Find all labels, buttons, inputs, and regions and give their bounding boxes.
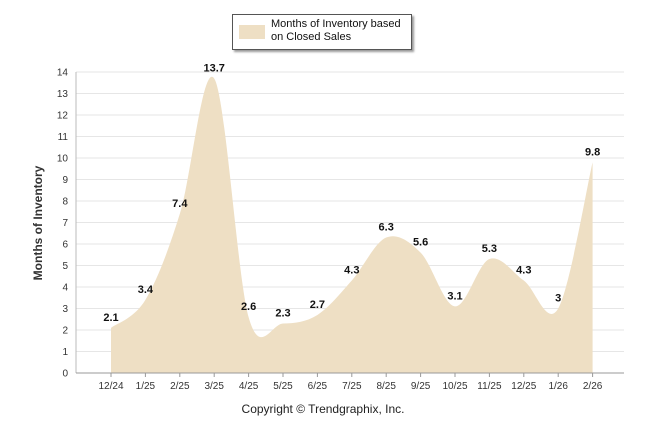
data-label: 4.3 <box>516 265 531 277</box>
x-tick-label: 7/25 <box>342 381 362 392</box>
data-label: 3.1 <box>447 290 462 302</box>
y-tick-label: 14 <box>57 68 69 79</box>
legend: Months of Inventory based on Closed Sale… <box>232 14 412 50</box>
y-tick-label: 9 <box>62 175 68 186</box>
x-tick-label: 12/25 <box>511 381 536 392</box>
y-tick-label: 2 <box>62 326 68 337</box>
y-tick-label: 7 <box>62 218 68 229</box>
data-label: 7.4 <box>172 198 188 210</box>
x-tick-label: 2/26 <box>583 381 603 392</box>
x-tick-label: 1/25 <box>136 381 156 392</box>
data-label: 5.6 <box>413 237 428 249</box>
legend-label: Months of Inventory based on Closed Sale… <box>271 18 401 43</box>
copyright-text: Copyright © Trendgraphix, Inc. <box>241 402 405 416</box>
x-tick-label: 11/25 <box>477 381 502 392</box>
data-label: 4.3 <box>344 265 359 277</box>
data-label: 2.1 <box>103 312 118 324</box>
y-tick-label: 3 <box>62 304 68 315</box>
y-tick-label: 1 <box>62 347 68 358</box>
y-tick-label: 11 <box>58 132 69 143</box>
data-label: 6.3 <box>379 222 394 234</box>
y-tick-label: 12 <box>57 111 69 122</box>
x-tick-label: 9/25 <box>411 381 431 392</box>
series-area <box>111 76 593 373</box>
y-tick-label: 5 <box>62 261 68 272</box>
y-axis-title: Months of Inventory <box>31 165 45 280</box>
x-tick-label: 6/25 <box>308 381 328 392</box>
x-tick-label: 4/25 <box>239 381 259 392</box>
legend-swatch <box>239 25 265 39</box>
y-tick-label: 8 <box>62 197 68 208</box>
data-labels: 2.1 3.4 7.4 13.7 2.6 2.3 2.7 4.3 6.3 5.6 3.1 5.3 4.3… <box>103 62 600 323</box>
x-tick-label: 2/25 <box>170 381 190 392</box>
x-tick-label: 1/26 <box>548 381 568 392</box>
data-label: 2.3 <box>275 308 290 320</box>
x-tick-label: 8/25 <box>376 381 396 392</box>
data-label: 3 <box>555 293 561 305</box>
data-label: 5.3 <box>482 243 497 255</box>
data-label: 9.8 <box>585 146 600 158</box>
x-tick-label: 5/25 <box>273 381 293 392</box>
x-tick-label: 3/25 <box>204 381 224 392</box>
x-tick-label: 10/25 <box>442 381 467 392</box>
y-tick-label: 13 <box>57 89 69 100</box>
y-tick-label: 6 <box>62 240 68 251</box>
data-label: 2.6 <box>241 301 256 313</box>
axes <box>75 72 624 377</box>
y-tick-label: 4 <box>62 283 68 294</box>
data-label: 13.7 <box>203 62 224 74</box>
data-label: 3.4 <box>138 284 154 296</box>
y-tick-label: 10 <box>57 154 69 165</box>
y-tick-label: 0 <box>62 369 68 380</box>
data-label: 2.7 <box>310 299 325 311</box>
x-tick-label: 12/24 <box>98 381 123 392</box>
x-tick-labels: 12/24 1/25 2/25 3/25 4/25 5/25 6/25 7/25 8/25 9/2… <box>98 381 602 392</box>
